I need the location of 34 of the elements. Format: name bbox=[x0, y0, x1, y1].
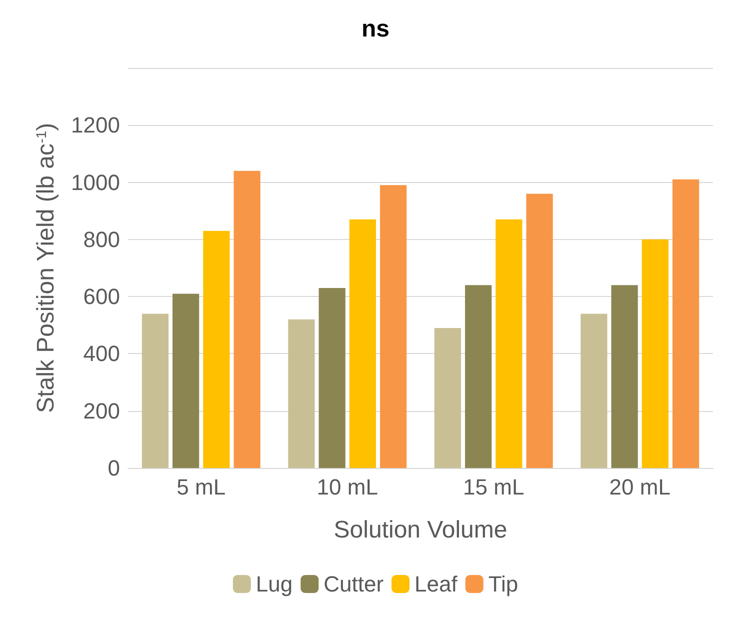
bar bbox=[526, 194, 553, 468]
x-tick-label: 20 mL bbox=[609, 474, 670, 500]
x-axis-title: Solution Volume bbox=[334, 516, 508, 544]
bar bbox=[142, 314, 169, 468]
y-tick-label: 400 bbox=[83, 341, 120, 366]
legend-label: Tip bbox=[488, 572, 518, 596]
bar bbox=[611, 285, 638, 468]
bar bbox=[672, 179, 700, 468]
bar bbox=[580, 314, 608, 468]
x-tick-label: 10 mL bbox=[316, 474, 378, 500]
legend-label: Lug bbox=[256, 572, 293, 596]
y-axis-title: Stalk Position Yield (lb ac-1) bbox=[32, 122, 60, 413]
y-tick-label: 1200 bbox=[71, 112, 120, 138]
y-tick-label: 0 bbox=[108, 456, 120, 480]
bar bbox=[203, 230, 230, 468]
legend-label: Leaf bbox=[414, 572, 458, 596]
bar bbox=[496, 219, 522, 468]
y-tick-label: 1000 bbox=[71, 170, 120, 195]
bar bbox=[172, 294, 200, 468]
y-tick-label: 600 bbox=[83, 284, 120, 310]
legend-label: Cutter bbox=[324, 572, 384, 596]
text: ns bbox=[361, 16, 390, 42]
x-tick-label: 15 mL bbox=[463, 474, 524, 500]
bar bbox=[380, 185, 407, 468]
bar bbox=[642, 239, 668, 468]
bar bbox=[234, 170, 260, 468]
bar bbox=[434, 328, 462, 468]
y-tick-label: 800 bbox=[83, 226, 120, 252]
y-tick-label: 200 bbox=[83, 398, 120, 424]
x-tick-label: 5 mL bbox=[176, 474, 226, 500]
bar bbox=[318, 288, 346, 468]
bar bbox=[288, 319, 315, 468]
bar bbox=[465, 285, 492, 468]
bar bbox=[349, 219, 376, 468]
